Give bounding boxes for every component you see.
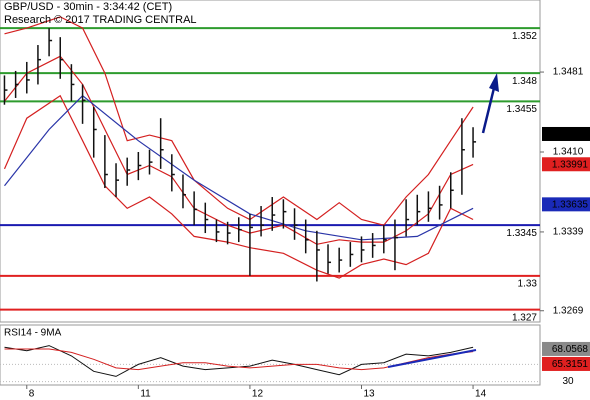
level-label: 1.352: [512, 31, 537, 42]
value-box-label: 1.33635: [552, 199, 589, 210]
y-tick-label: 30: [562, 376, 574, 387]
x-tick-label: 11: [140, 389, 151, 400]
value-box-label: 65.3151: [552, 359, 589, 370]
chart-subtitle: Research © 2017 TRADING CENTRAL: [4, 14, 197, 26]
value-box: [542, 157, 590, 172]
y-tick-label: 1.3269: [553, 305, 584, 316]
y-tick-label: 1.3339: [553, 227, 584, 238]
value-box-label: 1.33991: [552, 159, 589, 170]
value-box: [542, 356, 590, 371]
level-label: 1.3345: [506, 228, 537, 239]
series-line: [4, 55, 474, 245]
forecast-arrow-head: [489, 73, 499, 92]
rsi-trendline: [387, 349, 477, 368]
value-box-label: 68.0568: [552, 344, 589, 355]
level-label: 1.348: [512, 76, 537, 87]
x-tick-label: 8: [29, 389, 35, 400]
series-line: [4, 16, 474, 226]
series-line: [4, 345, 474, 377]
level-label: 1.327: [512, 312, 537, 323]
value-box-label: 1.3426: [557, 129, 588, 140]
x-tick-label: 12: [252, 389, 264, 400]
x-tick-label: 13: [363, 389, 375, 400]
value-box: [542, 341, 590, 356]
x-tick-label: 14: [475, 389, 487, 400]
series-line: [3, 94, 474, 279]
chart-title: GBP/USD - 30min - 3:34:42 (CET): [4, 1, 172, 13]
level-label: 1.33: [518, 278, 538, 289]
series-line: [4, 94, 474, 241]
value-box: [542, 197, 590, 212]
rsi-title: RSI14 - 9MA: [4, 328, 62, 339]
forecast-arrow: [481, 87, 496, 134]
level-label: 1.3455: [506, 104, 537, 115]
value-box: [542, 126, 590, 141]
rsi-panel: [0, 324, 541, 386]
series-line: [4, 348, 474, 371]
y-tick-label: 1.3481: [553, 67, 584, 78]
price-panel: [0, 0, 541, 323]
y-tick-label: 1.3410: [553, 147, 584, 158]
